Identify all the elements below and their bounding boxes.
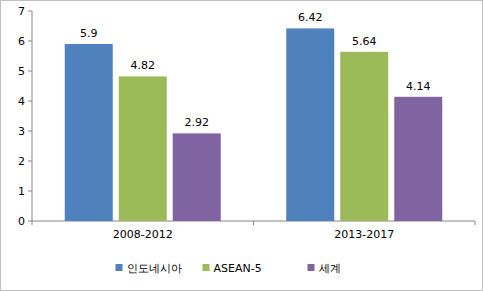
y-axis [32,11,33,221]
y-tick [28,221,32,222]
bar [65,44,113,221]
legend: 인도네시아 ASEAN-5 세계 [116,262,341,275]
data-label: 6.42 [298,11,323,24]
y-tick [28,191,32,192]
data-label: 2.92 [185,116,210,129]
data-label: 5.9 [80,27,98,40]
legend-swatch [308,264,315,271]
y-tick-label: 5 [18,65,25,78]
legend-label: ASEAN-5 [214,262,262,275]
y-tick [28,11,32,12]
y-tick-label: 1 [18,185,25,198]
y-tick-label: 7 [18,5,25,18]
legend-swatch [203,264,210,271]
y-tick-label: 6 [18,35,25,48]
y-tick [28,71,32,72]
data-labels: 5.9 4.82 2.92 6.42 5.64 4.14 [80,11,431,129]
x-tick [253,221,254,225]
y-tick [28,101,32,102]
bar [340,52,388,221]
y-tick-label: 2 [18,155,25,168]
legend-label: 인도네시아 [127,262,182,275]
y-tick [28,131,32,132]
y-tick-label: 4 [18,95,25,108]
data-label: 5.64 [352,35,377,48]
x-tick [32,221,33,225]
bar [286,28,334,221]
bars [65,28,443,221]
legend-label: 세계 [319,262,341,275]
data-label: 4.14 [406,80,431,93]
data-label: 4.82 [131,59,156,72]
x-tick [475,221,476,225]
chart-svg: 0 1 2 3 4 5 6 7 5.9 4.82 2.92 6.42 5.64 4.14 2008-2012… [0,0,483,291]
bar [119,76,167,221]
y-tick [28,161,32,162]
x-tick-label: 2013-2017 [334,228,394,241]
chart-root: 0 1 2 3 4 5 6 7 5.9 4.82 2.92 6.42 5.64 4.14 2008-2012… [0,0,483,291]
y-tick-label: 3 [18,125,25,138]
chart-border [1,1,483,291]
bar [394,97,442,221]
bar [173,133,221,221]
legend-swatch [116,264,123,271]
x-tick-label: 2008-2012 [113,228,173,241]
y-tick-label: 0 [18,215,25,228]
y-tick [28,41,32,42]
